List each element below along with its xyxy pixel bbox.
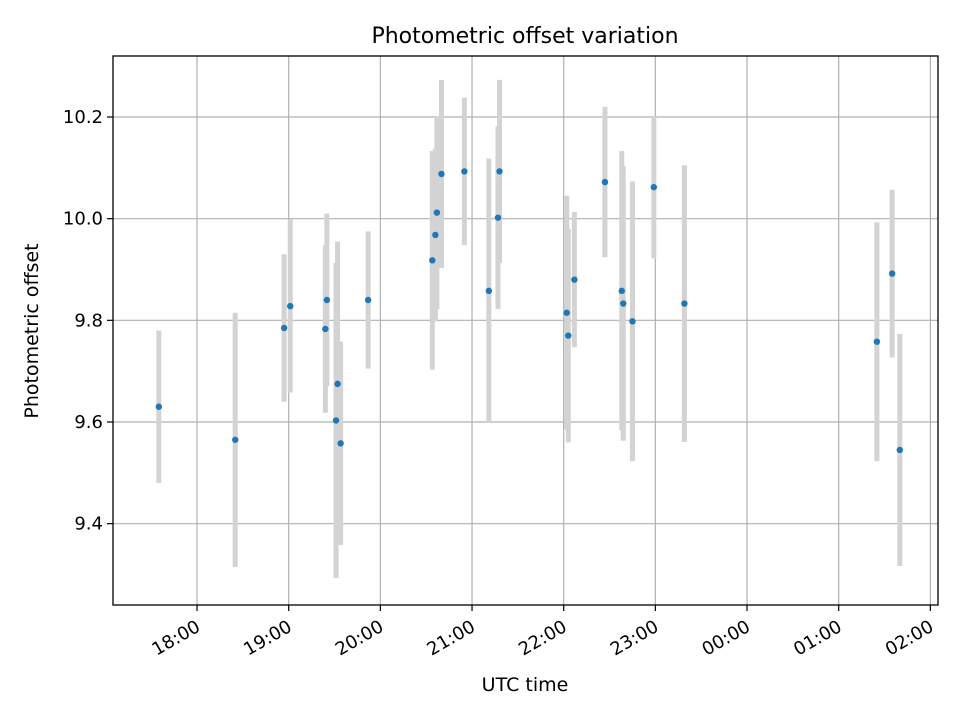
y-tick-label: 10.2 [63, 107, 103, 128]
data-point [496, 168, 503, 175]
data-point [232, 436, 239, 443]
y-tick-label: 9.4 [74, 514, 103, 535]
data-point [323, 296, 331, 304]
y-axis-ticks: 9.4 9.6 9.8 10.0 10.2 [63, 107, 113, 535]
y-tick-label: 10.0 [63, 209, 103, 230]
data-point [873, 338, 881, 345]
data-point [332, 417, 340, 424]
data-point [485, 287, 493, 295]
data-point [494, 214, 502, 221]
data-point [681, 300, 688, 307]
data-point [334, 380, 341, 388]
data-point [563, 309, 570, 316]
data-point [618, 287, 625, 295]
data-point [433, 209, 441, 216]
data-point [322, 325, 329, 333]
data-point [432, 231, 439, 239]
data-point [629, 318, 636, 325]
data-point [429, 257, 436, 264]
y-tick-label: 9.8 [74, 310, 103, 331]
data-point [896, 446, 904, 454]
data-point [287, 302, 294, 310]
data-point [155, 403, 163, 410]
data-points [155, 168, 904, 454]
data-point [280, 324, 288, 332]
data-point [601, 178, 609, 186]
data-point [337, 440, 344, 447]
data-point [438, 170, 445, 178]
data-point [565, 332, 572, 339]
data-point [888, 270, 896, 277]
data-point [650, 183, 658, 191]
data-point [461, 168, 468, 175]
y-tick-label: 9.6 [74, 412, 103, 433]
data-point [571, 276, 578, 283]
plot-frame [112, 55, 939, 606]
x-axis-label: UTC time [482, 674, 569, 696]
data-point [364, 296, 372, 304]
chart-title: Photometric offset variation [371, 24, 678, 49]
y-axis-label: Photometric offset [21, 243, 43, 418]
data-point [620, 300, 627, 307]
